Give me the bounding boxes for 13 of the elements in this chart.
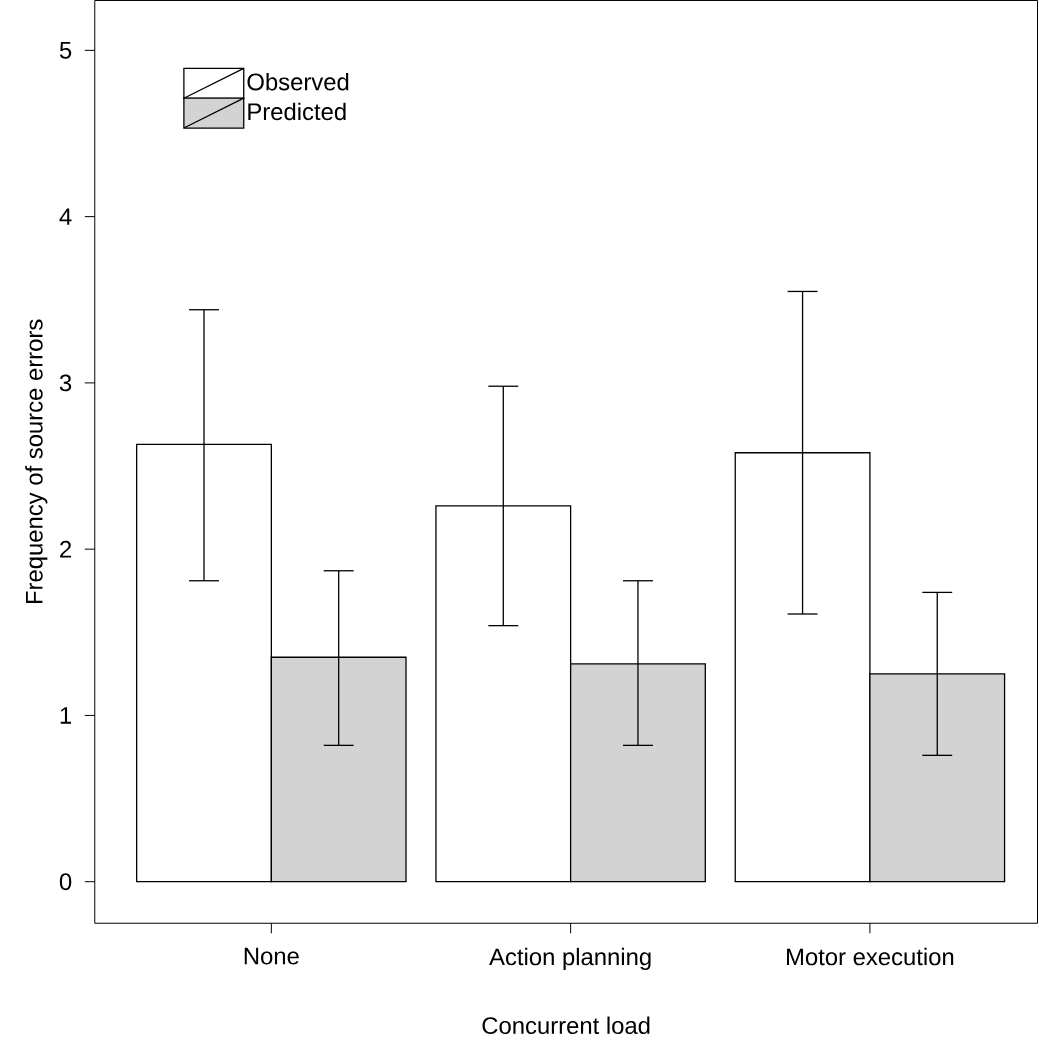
legend-label: Observed xyxy=(247,72,348,91)
y-tick-label: 0 xyxy=(59,873,72,891)
x-tick-label: Motor execution xyxy=(786,947,953,966)
y-tick-label: 5 xyxy=(59,42,71,59)
x-tick-label: None xyxy=(244,947,299,965)
y-axis-title: Frequency of source errors xyxy=(24,319,48,604)
x-tick-label: Action planning xyxy=(488,947,651,971)
y-tick-label: 1 xyxy=(60,707,71,724)
y-tick-label: 3 xyxy=(59,374,71,392)
y-tick-label: 4 xyxy=(59,208,72,225)
x-axis-title: Concurrent load xyxy=(482,1016,650,1035)
legend-label: Predicted xyxy=(248,102,346,121)
y-tick-label: 2 xyxy=(59,540,71,558)
